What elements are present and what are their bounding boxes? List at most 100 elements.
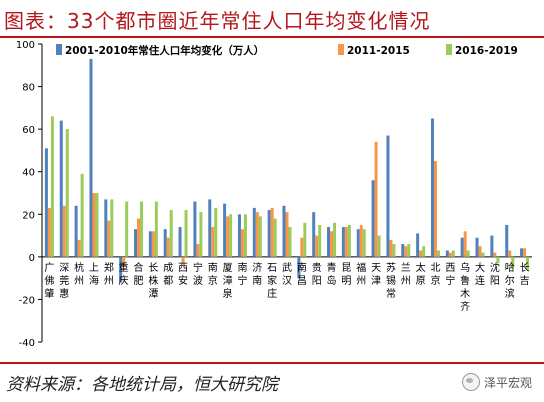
bar-s1-12 xyxy=(223,203,227,257)
bar-s1-1 xyxy=(59,120,63,257)
bar-s3-19 xyxy=(333,222,337,257)
x-category-label: 杭州 xyxy=(74,261,84,287)
bar-s3-29 xyxy=(481,252,485,257)
bar-s3-27 xyxy=(451,250,455,257)
y-tick-label: -40 xyxy=(19,338,35,349)
bar-s1-2 xyxy=(74,205,78,257)
x-category-label: 深莞惠 xyxy=(59,262,69,300)
bar-s2-13 xyxy=(240,229,244,257)
bar-s1-19 xyxy=(327,227,331,257)
legend: 2001-2010年常住人口年均变化（万人） 2011-2015 2016-2019 xyxy=(56,44,518,57)
bar-s2-7 xyxy=(151,231,155,257)
bar-s3-10 xyxy=(199,212,203,257)
bar-s3-14 xyxy=(258,216,262,257)
bar-s3-30 xyxy=(496,256,500,264)
bar-s3-4 xyxy=(110,199,114,257)
x-category-label: 成都 xyxy=(163,262,173,287)
bar-s1-26 xyxy=(430,118,434,257)
bar-s1-18 xyxy=(312,212,316,257)
x-category-label: 南昌 xyxy=(297,261,307,287)
bar-s2-16 xyxy=(285,212,289,257)
x-category-label: 宁波 xyxy=(193,261,203,287)
bar-s1-4 xyxy=(104,199,108,257)
bar-s3-28 xyxy=(466,250,470,257)
x-category-label: 北京 xyxy=(430,262,440,287)
bar-s2-4 xyxy=(107,220,111,257)
bar-s1-32 xyxy=(520,248,524,257)
y-tick-label: 40 xyxy=(22,168,35,179)
bar-s2-28 xyxy=(463,231,467,257)
x-category-label: 郑州 xyxy=(104,261,114,287)
bar-s1-14 xyxy=(252,207,256,257)
x-category-label: 青岛 xyxy=(327,261,337,287)
bar-s1-22 xyxy=(371,180,375,257)
bar-s1-11 xyxy=(208,199,212,257)
x-category-label: 西安 xyxy=(178,263,188,287)
bar-s2-3 xyxy=(92,193,96,257)
legend-label-3: 2016-2019 xyxy=(455,45,518,57)
bar-s2-25 xyxy=(419,250,423,257)
x-category-label: 大连 xyxy=(475,261,485,287)
x-category-label: 厦漳泉 xyxy=(223,262,233,300)
bar-s2-32 xyxy=(523,248,527,257)
legend-swatch-1 xyxy=(56,44,62,55)
bar-s2-15 xyxy=(270,207,274,257)
bar-s3-2 xyxy=(80,173,84,257)
x-category-label: 南京 xyxy=(208,261,218,287)
bar-s1-3 xyxy=(89,58,93,257)
population-change-chart: -40 -20 0 20 40 60 80 100 广佛肇深莞惠杭州上海郑州重庆合肥长株潭成都… xyxy=(16,40,532,349)
x-category-label: 太原 xyxy=(416,261,426,287)
bar-s1-17 xyxy=(297,256,301,279)
chart-area: -40 -20 0 20 40 60 80 100 广佛肇 深莞惠 杭州 上海 郑州 重庆 合肥 长株潭 成都… xyxy=(0,38,544,360)
bar-s3-24 xyxy=(407,244,411,257)
bar-s1-24 xyxy=(401,244,405,257)
x-category-label: 重庆 xyxy=(119,261,129,287)
x-category-label: 乌鲁木齐 xyxy=(460,261,470,313)
bar-s3-16 xyxy=(288,227,292,257)
bar-s1-23 xyxy=(386,135,390,257)
bar-s3-18 xyxy=(318,224,322,257)
y-tick-label: 0 xyxy=(29,253,35,264)
title-bar: 图表：33个都市圈近年常住人口年均变化情况 xyxy=(0,0,544,38)
bar-s2-9 xyxy=(181,256,185,264)
bar-s1-7 xyxy=(148,231,152,257)
bar-s3-11 xyxy=(214,207,218,257)
bar-s1-9 xyxy=(178,227,182,257)
x-category-label: 上海 xyxy=(89,262,99,287)
x-category-label: 福州 xyxy=(356,261,366,287)
x-category-label: 天津 xyxy=(371,263,381,287)
wechat-icon xyxy=(461,373,480,391)
bar-s2-21 xyxy=(359,224,363,257)
x-category-label: 广佛肇 xyxy=(44,262,54,300)
bar-s3-17 xyxy=(303,222,307,257)
x-category-label: 沈阳 xyxy=(490,261,500,287)
bar-s2-11 xyxy=(211,227,215,257)
bar-s3-23 xyxy=(392,244,396,257)
bar-s3-15 xyxy=(273,218,277,257)
bar-s2-12 xyxy=(226,216,230,257)
bar-s3-1 xyxy=(65,129,69,257)
bar-s2-22 xyxy=(374,141,378,257)
bar-s1-31 xyxy=(505,224,509,257)
bars-layer xyxy=(44,58,530,283)
bar-s3-3 xyxy=(95,193,99,257)
bar-s2-6 xyxy=(137,218,141,257)
bar-s1-21 xyxy=(356,229,360,257)
bar-s3-31 xyxy=(511,256,515,268)
legend-swatch-3 xyxy=(446,44,452,55)
bar-s1-16 xyxy=(282,205,286,257)
bar-s3-20 xyxy=(347,224,351,257)
bar-s2-31 xyxy=(508,250,512,257)
x-category-label: 西宁 xyxy=(445,263,455,287)
bar-s2-1 xyxy=(62,205,66,257)
bar-s1-25 xyxy=(416,233,420,257)
y-tick-label: 60 xyxy=(22,125,35,136)
bar-s1-20 xyxy=(341,227,345,257)
bar-s2-26 xyxy=(433,161,437,257)
chart-title: 图表：33个都市圈近年常住人口年均变化情况 xyxy=(4,9,431,33)
bar-s2-2 xyxy=(77,239,81,257)
bar-s2-29 xyxy=(478,246,482,257)
bar-s1-8 xyxy=(163,229,167,257)
x-category-label: 长株潭 xyxy=(148,262,158,300)
x-category-label: 长吉 xyxy=(520,262,530,287)
